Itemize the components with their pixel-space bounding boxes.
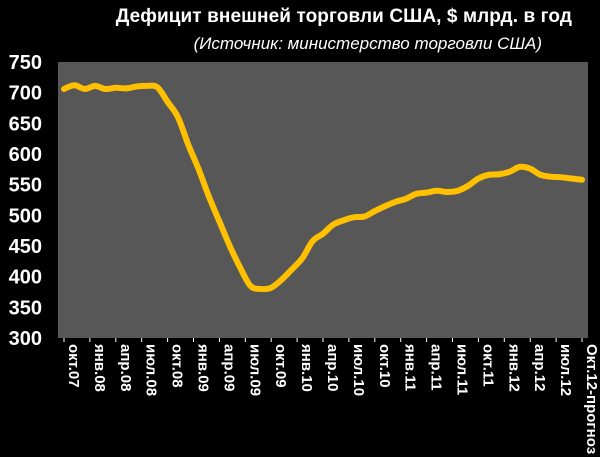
- x-tick-label: Окт.12-прогноз: [583, 344, 600, 454]
- x-tick-label: апр.10: [324, 344, 341, 391]
- x-tick-label: июл.12: [557, 344, 574, 396]
- chart-subtitle: (Источник: министерство торговли США): [193, 34, 542, 53]
- x-tick-label: окт.10: [376, 344, 393, 388]
- x-tick-label: апр.12: [531, 344, 548, 391]
- y-tick-label: 400: [9, 267, 42, 289]
- x-axis: окт.07 янв.08 апр.08 июл.08 окт.08 янв.09 апр.…: [63, 338, 600, 454]
- x-tick-label: апр.09: [220, 344, 237, 391]
- y-tick-label: 450: [9, 236, 42, 258]
- y-tick-label: 700: [9, 83, 42, 105]
- y-tick-label: 750: [9, 52, 42, 74]
- x-tick-label: июл.10: [350, 344, 367, 396]
- series-layer: [61, 82, 585, 293]
- y-tick-label: 300: [9, 328, 42, 350]
- x-tick-label: янв.12: [505, 344, 522, 392]
- y-axis: 300 350 400 450 500 550 600 650 700 750: [9, 52, 42, 350]
- y-tick-label: 350: [9, 297, 42, 319]
- x-tick-label: янв.11: [402, 344, 419, 391]
- chart-title: Дефицит внешней торговли США, $ млрд. в …: [115, 6, 572, 27]
- x-tick-label: июл.11: [454, 344, 471, 395]
- y-tick-label: 650: [9, 113, 42, 135]
- x-tick-label: окт.07: [65, 344, 82, 388]
- plot-area: [58, 62, 588, 338]
- y-tick-label: 500: [9, 205, 42, 227]
- x-tick-label: окт.08: [169, 344, 186, 388]
- x-tick-label: янв.09: [195, 344, 212, 392]
- x-tick-label: окт.11: [479, 344, 496, 387]
- x-tick-label: янв.10: [298, 344, 315, 392]
- series-line-trade-deficit: [61, 82, 585, 293]
- y-tick-label: 600: [9, 144, 42, 166]
- x-tick-label: июл.09: [246, 344, 263, 396]
- x-tick-label: окт.09: [272, 344, 289, 388]
- x-tick-label: апр.08: [117, 344, 134, 391]
- y-tick-label: 550: [9, 175, 42, 197]
- x-tick-label: апр.11: [428, 344, 445, 391]
- x-tick-label: июл.08: [143, 344, 160, 396]
- x-tick-label: янв.08: [91, 344, 108, 392]
